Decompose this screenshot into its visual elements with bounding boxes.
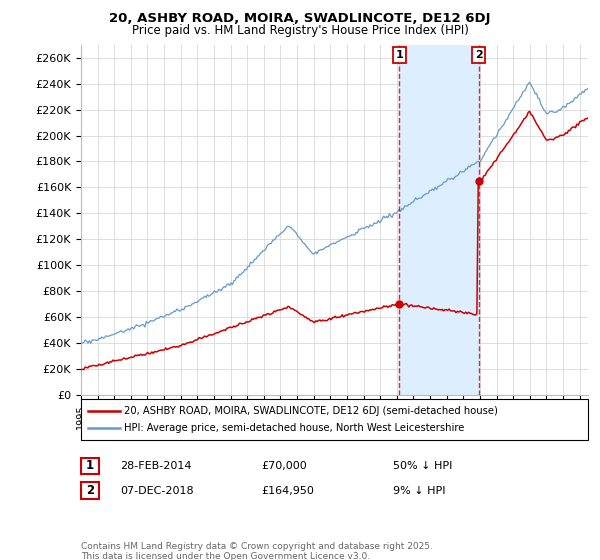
Text: 50% ↓ HPI: 50% ↓ HPI xyxy=(393,461,452,471)
Bar xyxy=(400,45,479,395)
Text: £164,950: £164,950 xyxy=(261,486,314,496)
Text: 20, ASHBY ROAD, MOIRA, SWADLINCOTE, DE12 6DJ (semi-detached house): 20, ASHBY ROAD, MOIRA, SWADLINCOTE, DE12… xyxy=(124,405,498,416)
Text: 2: 2 xyxy=(475,50,482,60)
Text: HPI: Average price, semi-detached house, North West Leicestershire: HPI: Average price, semi-detached house,… xyxy=(124,423,464,433)
Text: 28-FEB-2014: 28-FEB-2014 xyxy=(120,461,191,471)
Text: 2: 2 xyxy=(86,484,94,497)
Text: 1: 1 xyxy=(395,50,403,60)
Text: 20, ASHBY ROAD, MOIRA, SWADLINCOTE, DE12 6DJ: 20, ASHBY ROAD, MOIRA, SWADLINCOTE, DE12… xyxy=(109,12,491,25)
Text: 07-DEC-2018: 07-DEC-2018 xyxy=(120,486,194,496)
Text: 9% ↓ HPI: 9% ↓ HPI xyxy=(393,486,445,496)
Text: 1: 1 xyxy=(86,459,94,473)
Text: Price paid vs. HM Land Registry's House Price Index (HPI): Price paid vs. HM Land Registry's House … xyxy=(131,24,469,36)
Text: Contains HM Land Registry data © Crown copyright and database right 2025.
This d: Contains HM Land Registry data © Crown c… xyxy=(81,542,433,560)
Text: £70,000: £70,000 xyxy=(261,461,307,471)
